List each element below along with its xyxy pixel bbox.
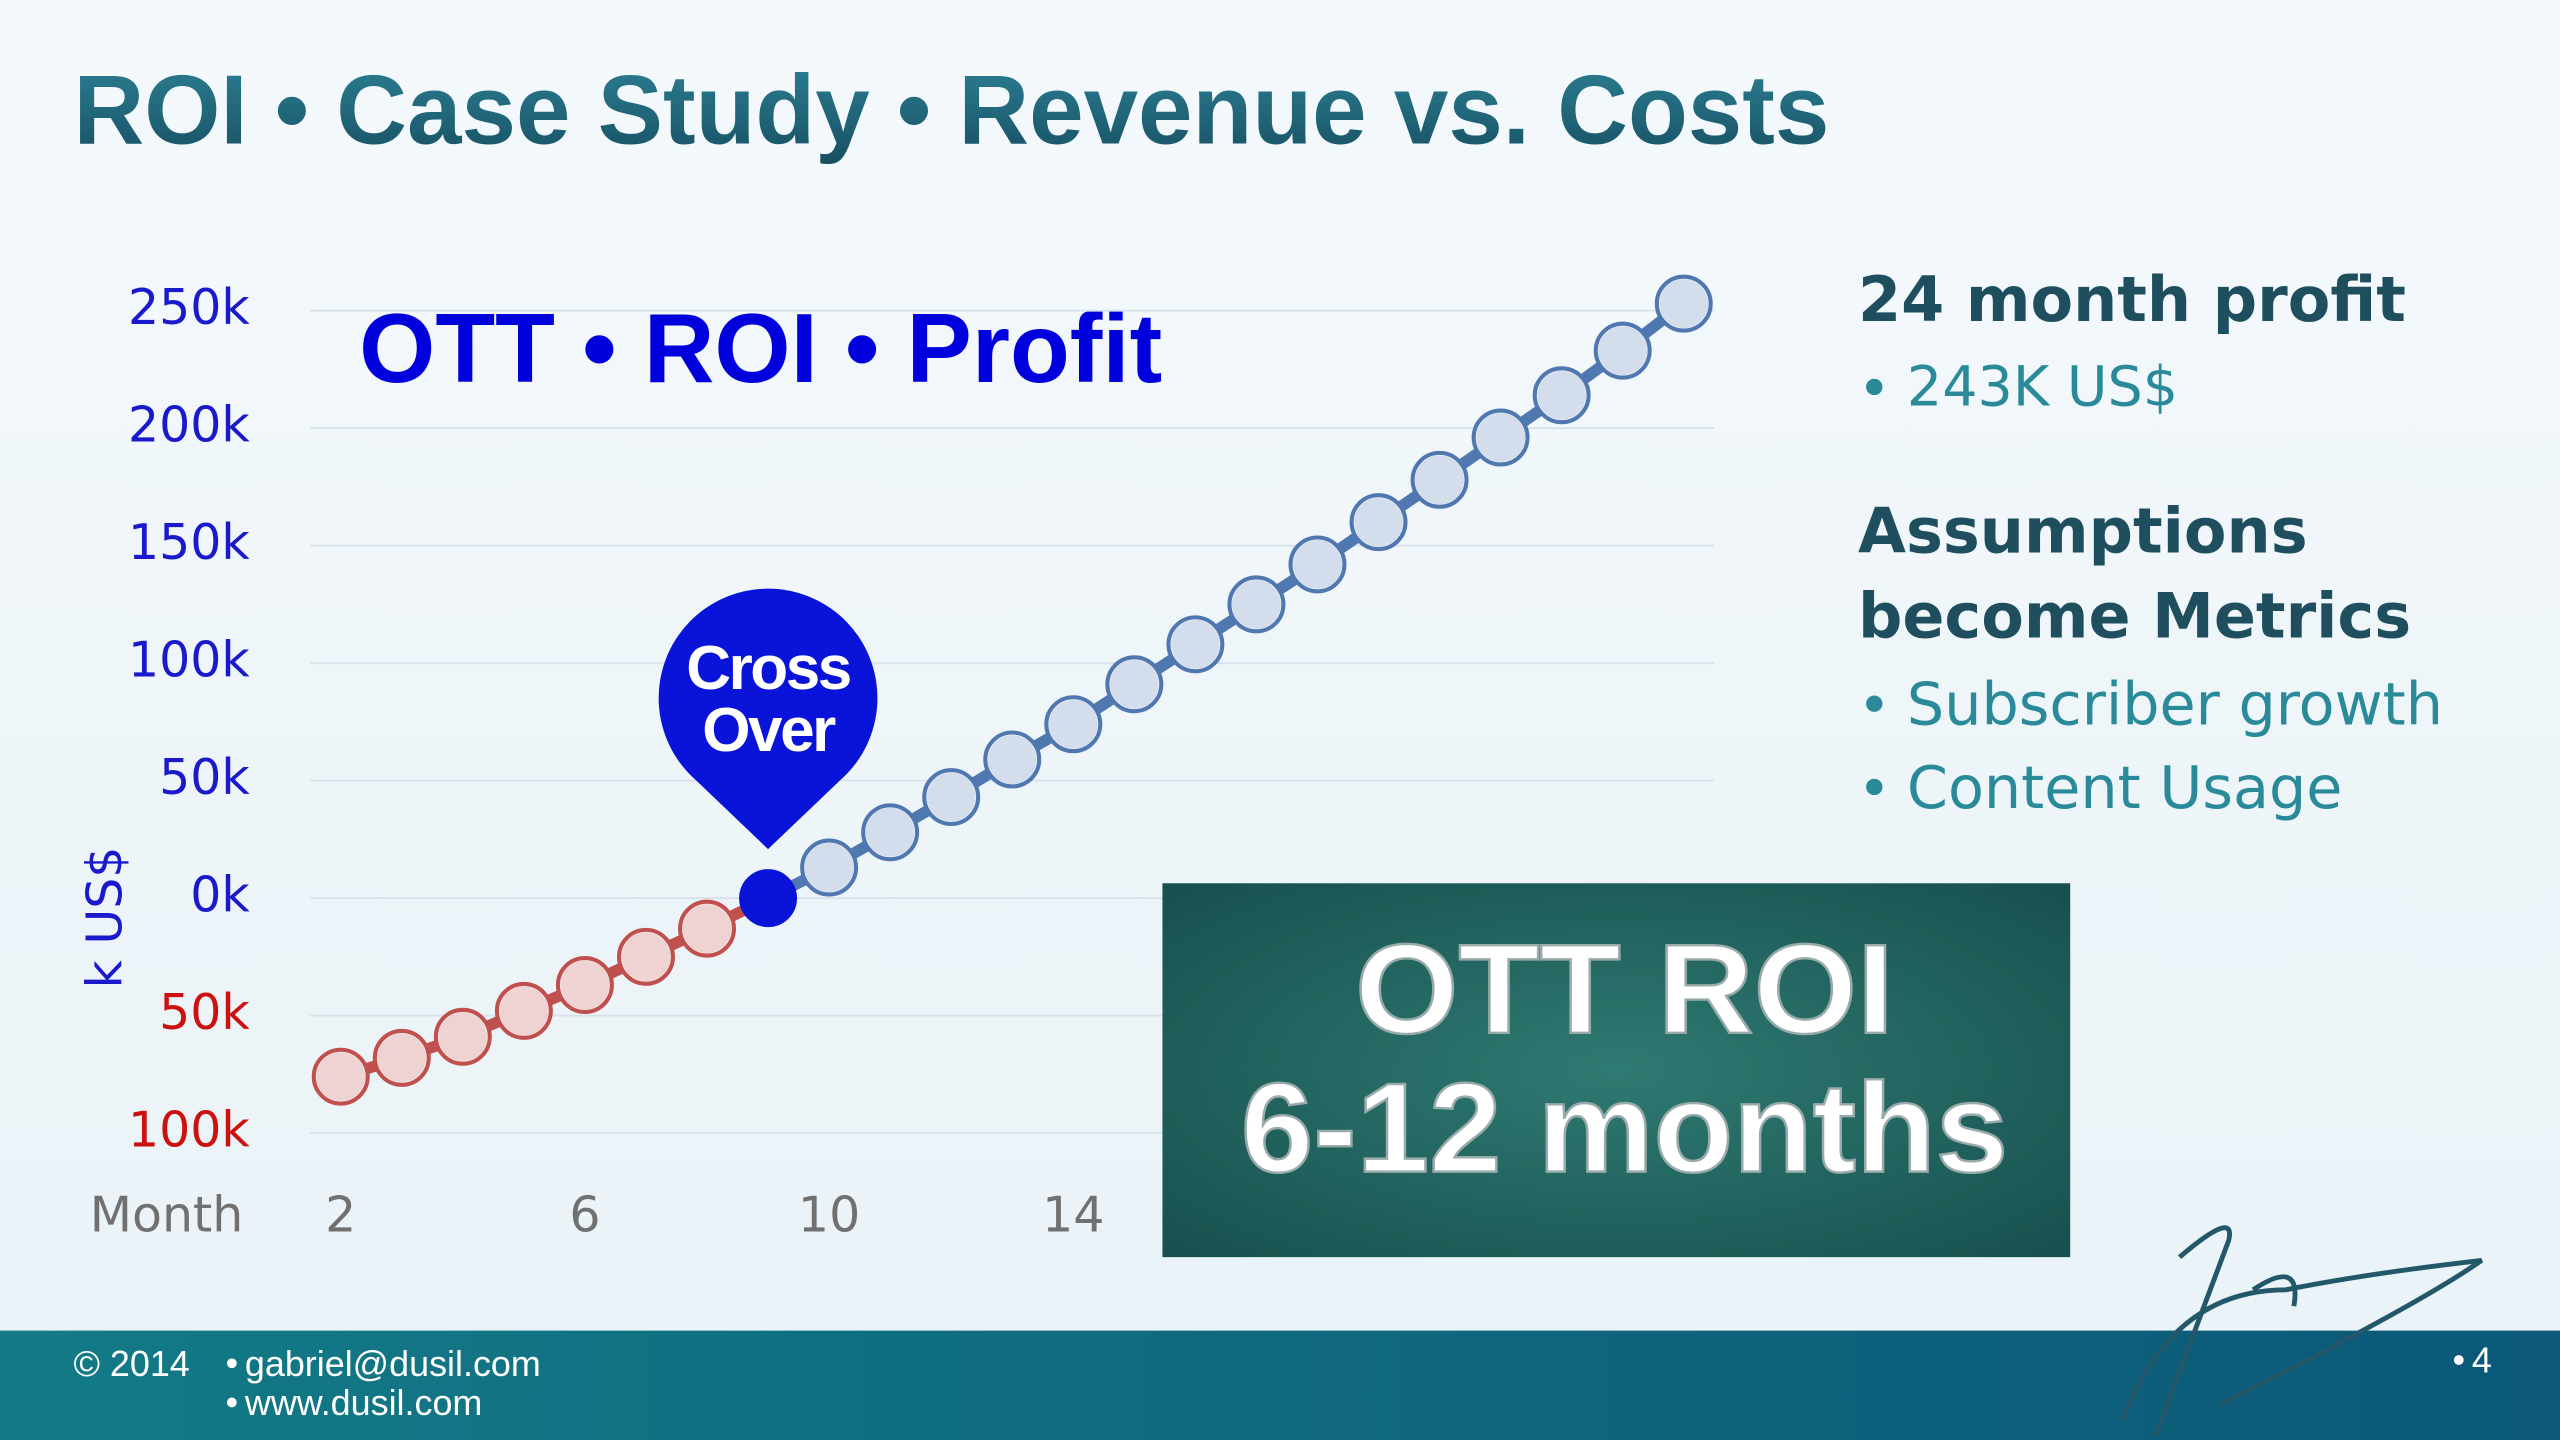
annotation-text: Cross — [686, 634, 850, 703]
data-point — [1105, 655, 1164, 714]
data-point-tint — [682, 904, 732, 954]
data-point — [983, 730, 1042, 789]
data-point — [739, 869, 798, 928]
data-point-tint — [1292, 539, 1342, 589]
y-tick-label: 100k — [128, 632, 250, 689]
data-point-tint — [560, 960, 610, 1010]
badge-text: OTT ROI — [1355, 918, 1894, 1060]
data-point — [1349, 493, 1408, 552]
bullet — [1866, 378, 1883, 396]
data-point — [1532, 366, 1591, 425]
footer-website: www.dusil.com — [244, 1382, 482, 1423]
x-tick-label: 10 — [798, 1186, 860, 1243]
y-tick-label: 50k — [159, 749, 250, 806]
slide-title: ROI • Case Study • Revenue vs. Costs — [73, 54, 1829, 164]
data-point-tint — [804, 843, 854, 893]
assumptions-heading: Assumptions — [1858, 495, 2308, 568]
data-point — [1593, 321, 1652, 380]
profit-value: 243K US$ — [1907, 354, 2178, 419]
bullet-text: Subscriber growth — [1907, 670, 2443, 739]
badge-text: 6-12 months — [1241, 1057, 2008, 1199]
bullet — [226, 1397, 237, 1408]
chart-title: OTT • ROI • Profit — [359, 293, 1162, 403]
data-point-tint — [438, 1012, 488, 1062]
footer-page: 4 — [2472, 1340, 2492, 1381]
signature — [2120, 1225, 2484, 1438]
data-point-tint — [865, 807, 915, 857]
data-point — [555, 956, 614, 1015]
data-point-tint — [377, 1033, 427, 1083]
data-point-tint — [1476, 413, 1526, 463]
data-point — [311, 1047, 370, 1106]
data-point — [494, 981, 553, 1040]
y-tick-label: 0k — [190, 867, 250, 924]
data-point — [1654, 274, 1713, 333]
footer-band — [0, 1330, 2560, 1440]
y-tick-label: 200k — [128, 397, 250, 454]
x-tick-label: 6 — [569, 1186, 600, 1243]
footer-email: gabriel@dusil.com — [245, 1343, 541, 1384]
x-tick-label: 2 — [325, 1186, 356, 1243]
data-point — [1166, 615, 1225, 674]
data-point-tint — [1598, 326, 1648, 376]
data-point-tint — [1048, 699, 1098, 749]
data-point-tint — [1109, 659, 1159, 709]
bullet — [2453, 1355, 2464, 1365]
data-point-tint — [987, 734, 1037, 784]
data-point — [861, 803, 920, 862]
bullet — [226, 1358, 237, 1369]
y-axis-label: k US$ — [76, 847, 133, 989]
data-point — [1227, 575, 1286, 634]
y-tick-label: 250k — [128, 279, 250, 336]
y-tick-label: 150k — [128, 514, 250, 571]
data-point-tint — [1354, 497, 1404, 547]
data-point-tint — [1537, 370, 1587, 420]
data-point-tint — [499, 986, 549, 1036]
data-point — [433, 1007, 492, 1066]
y-tick-label: 50k — [159, 984, 250, 1041]
data-point-tint — [1415, 455, 1465, 505]
data-point-tint — [926, 772, 976, 822]
bullet — [1866, 695, 1883, 712]
y-tick-label: 100k — [128, 1102, 250, 1159]
data-point — [1044, 695, 1103, 754]
x-axis-label: Month — [90, 1186, 243, 1243]
data-point — [800, 838, 859, 897]
data-point — [372, 1028, 431, 1087]
data-point — [922, 768, 981, 827]
data-point — [1471, 408, 1530, 467]
data-point — [616, 927, 675, 986]
data-point-tint — [1231, 579, 1281, 629]
assumptions-heading: become Metrics — [1858, 580, 2411, 653]
data-point-tint — [1659, 279, 1709, 329]
data-point — [678, 899, 736, 958]
annotation-text: Over — [702, 696, 836, 765]
data-point-tint — [621, 932, 671, 982]
bullet — [1866, 778, 1883, 796]
profit-heading: 24 month profit — [1858, 263, 2406, 336]
x-tick-label: 14 — [1042, 1186, 1104, 1243]
annotation-pin — [658, 588, 878, 850]
data-point — [1288, 535, 1347, 594]
data-point — [1410, 450, 1469, 509]
footer-copyright: © 2014 — [73, 1343, 189, 1384]
data-point-tint — [316, 1052, 366, 1102]
bullet-text: Content Usage — [1907, 753, 2343, 822]
data-point-tint — [1170, 619, 1220, 669]
badge — [1162, 883, 2071, 1258]
